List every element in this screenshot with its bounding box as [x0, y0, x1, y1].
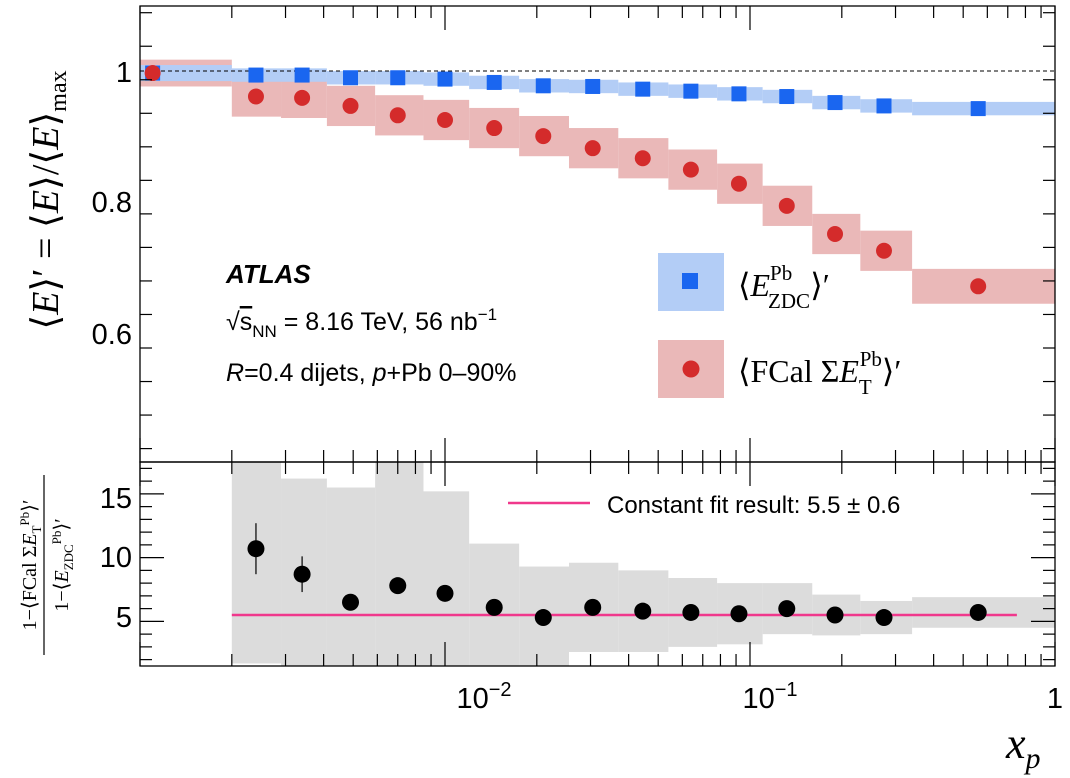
legend-zdc-label: ⟨EZDCPb ⟩′	[738, 261, 830, 313]
zdc-point-6	[486, 74, 502, 90]
ratio-sys-band-3	[375, 462, 424, 666]
ytick-label-bottom-5: 5	[116, 602, 132, 634]
zdc-point-1	[248, 67, 264, 83]
ratio-point-7	[584, 598, 602, 616]
fcal-point-10	[682, 161, 699, 178]
zdc-point-11	[731, 86, 747, 102]
ytick-label-bottom-10: 10	[100, 542, 132, 574]
fcal-point-14	[875, 242, 892, 259]
ratio-point-1	[293, 565, 311, 583]
ratio-point-13	[875, 609, 893, 627]
bottom-panel-frame	[139, 461, 1056, 667]
zdc-point-9	[635, 81, 651, 97]
legend-fcal-label: ⟨FCal ΣETPb⟩′	[738, 347, 901, 399]
fcal-point-6	[486, 120, 503, 137]
ratio-point-14	[969, 603, 987, 621]
zdc-point-7	[535, 78, 551, 94]
xtick-label-0.01: 10−2	[456, 679, 511, 715]
ratio-point-0	[247, 540, 265, 558]
fcal-point-8	[584, 140, 601, 157]
zdc-point-2	[294, 67, 310, 83]
zdc-point-12	[779, 89, 795, 105]
zdc-point-3	[343, 70, 359, 86]
x-axis-label: xp	[1005, 719, 1041, 775]
zdc-point-10	[683, 83, 699, 99]
ratio-sys-band-4	[423, 491, 470, 666]
fcal-point-9	[634, 150, 651, 167]
ytick-label-top-0.6: 0.6	[92, 319, 132, 351]
fcal-point-11	[730, 175, 747, 192]
fcal-point-12	[778, 197, 795, 214]
ratio-point-12	[826, 606, 844, 624]
legend: ⟨EZDCPb ⟩′ ⟨FCal ΣETPb⟩′	[658, 253, 901, 399]
fcal-point-7	[535, 128, 552, 145]
legend-zdc-marker	[682, 273, 698, 289]
zdc-point-5	[437, 71, 453, 87]
fcal-point-1	[247, 88, 264, 105]
bottom-panel-points	[247, 523, 987, 627]
zdc-point-8	[585, 78, 601, 94]
fcal-point-3	[342, 97, 359, 114]
fcal-point-15	[970, 278, 987, 295]
ratio-point-2	[342, 593, 360, 611]
fcal-point-0	[144, 65, 161, 82]
ratio-sys-band-2	[326, 487, 376, 666]
xtick-label-1: 1	[1047, 683, 1063, 715]
selection-label: R=0.4 dijets, p+Pb 0–90%	[226, 359, 517, 387]
fcal-point-5	[437, 112, 453, 128]
fcal-point-4	[389, 107, 406, 124]
atlas-label: ATLAS	[225, 259, 311, 289]
ratio-point-9	[682, 603, 700, 621]
svg-text:⟨E⟩′ = ⟨E⟩/⟨E⟩max: ⟨E⟩′ = ⟨E⟩/⟨E⟩max	[25, 70, 72, 329]
zdc-point-14	[876, 98, 892, 114]
ytick-label-top-0.8: 0.8	[92, 187, 132, 219]
zdc-sys-band-0	[140, 65, 232, 82]
ytick-label-top-1: 1	[116, 57, 132, 89]
energy-luminosity-label: √sNN = 8.16 TeV, 56 nb−1	[226, 305, 497, 341]
zdc-point-15	[970, 101, 986, 117]
ytick-label-bottom-15: 15	[100, 483, 132, 515]
legend-fcal-marker	[682, 360, 700, 378]
ratio-point-4	[436, 584, 454, 602]
svg-text:1−⟨EZDCPb⟩′: 1−⟨EZDCPb⟩′	[49, 518, 76, 611]
fcal-point-2	[294, 89, 311, 106]
top-y-axis-label: ⟨E⟩′ = ⟨E⟩/⟨E⟩max	[25, 70, 72, 329]
svg-text:1−⟨FCal ΣETPb⟩′: 1−⟨FCal ΣETPb⟩′	[17, 500, 44, 631]
ratio-point-8	[634, 602, 652, 620]
zdc-point-4	[390, 70, 406, 86]
top-panel-points	[144, 65, 987, 295]
ratio-point-10	[730, 605, 748, 623]
ratio-point-11	[778, 600, 796, 618]
top-panel-bands	[140, 59, 1055, 304]
xtick-label-0.1: 10−1	[742, 679, 797, 715]
ratio-point-6	[534, 609, 552, 627]
ratio-point-3	[389, 577, 407, 595]
zdc-point-13	[827, 95, 843, 111]
ratio-point-5	[485, 598, 503, 616]
bottom-y-axis-label: 1−⟨FCal ΣETPb⟩′ 1−⟨EZDCPb⟩′	[17, 475, 76, 655]
fit-legend-label: Constant fit result: 5.5 ± 0.6	[607, 492, 900, 519]
fcal-point-13	[827, 226, 844, 242]
